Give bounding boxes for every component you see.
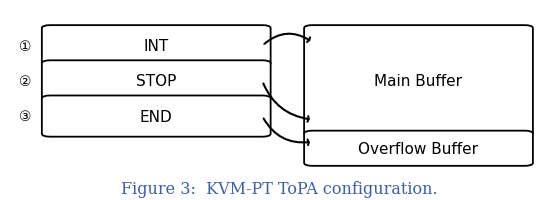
FancyBboxPatch shape: [304, 131, 533, 166]
Text: Overflow Buffer: Overflow Buffer: [358, 141, 479, 156]
FancyBboxPatch shape: [42, 96, 271, 137]
Text: Figure 3:  KVM-PT ToPA configuration.: Figure 3: KVM-PT ToPA configuration.: [121, 181, 437, 197]
FancyBboxPatch shape: [42, 61, 271, 102]
Text: END: END: [140, 109, 172, 124]
Text: ①: ①: [19, 40, 31, 53]
Text: Main Buffer: Main Buffer: [374, 74, 463, 89]
Text: ②: ②: [19, 75, 31, 88]
Text: STOP: STOP: [136, 74, 176, 89]
Text: INT: INT: [143, 39, 169, 54]
FancyBboxPatch shape: [304, 26, 533, 137]
FancyBboxPatch shape: [42, 26, 271, 67]
Text: ③: ③: [19, 110, 31, 123]
